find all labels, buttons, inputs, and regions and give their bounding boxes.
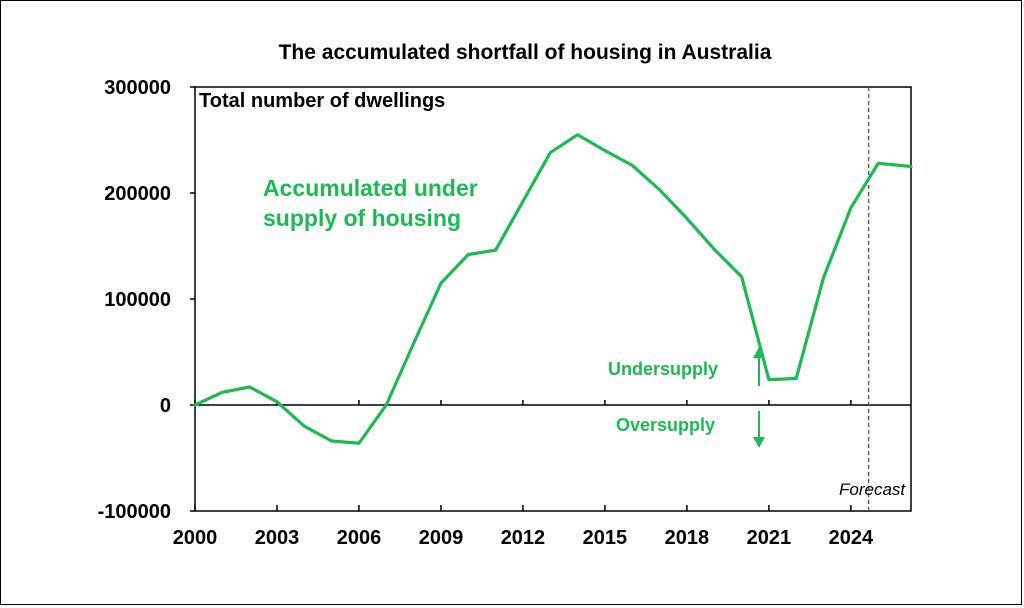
y-tick-label: 0 <box>160 395 171 417</box>
series-label-line-2: supply of housing <box>263 205 461 231</box>
x-tick-label: 2003 <box>255 527 300 549</box>
y-tick-label: 100000 <box>104 289 171 311</box>
x-tick-label: 2012 <box>501 527 546 549</box>
chart-title: The accumulated shortfall of housing in … <box>279 41 772 64</box>
x-tick-label: 2018 <box>665 527 710 549</box>
up-arrowhead-icon <box>753 347 765 358</box>
y-tick-label: 300000 <box>104 77 171 99</box>
forecast-label: Forecast <box>839 480 906 499</box>
x-tick-label: 2021 <box>747 527 792 549</box>
undersupply-label: Undersupply <box>608 359 718 379</box>
zero-axis-line <box>194 400 911 406</box>
x-tick-label: 2009 <box>419 527 464 549</box>
y-tick-label: -100000 <box>98 501 171 523</box>
y-tick-label: 200000 <box>104 183 171 205</box>
oversupply-label: Oversupply <box>616 415 715 435</box>
x-axis: 2000 2003 2006 2009 2012 2015 2018 2021 2024 <box>173 505 874 549</box>
oversupply-annotation: Oversupply <box>616 411 765 448</box>
undersupply-annotation: Undersupply <box>608 347 765 386</box>
down-arrowhead-icon <box>753 437 765 448</box>
x-tick-label: 2000 <box>173 527 218 549</box>
series-label-line-1: Accumulated under <box>263 175 478 201</box>
series-line-accumulated-undersupply <box>193 133 913 445</box>
y-axis: -100000 0 100000 200000 300000 <box>98 77 195 523</box>
y-axis-label: Total number of dwellings <box>199 90 445 112</box>
x-tick-label: 2024 <box>829 527 874 549</box>
x-tick-label: 2006 <box>337 527 382 549</box>
x-tick-label: 2015 <box>583 527 628 549</box>
series-lines <box>193 133 913 445</box>
series-label: Accumulated under supply of housing <box>263 175 478 231</box>
